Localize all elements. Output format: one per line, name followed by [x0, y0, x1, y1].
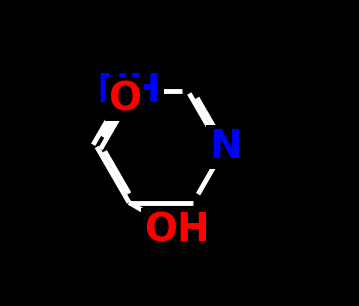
Text: N: N	[209, 128, 242, 166]
Text: NH: NH	[96, 72, 162, 110]
Text: OH: OH	[144, 211, 210, 249]
Text: O: O	[108, 80, 141, 118]
